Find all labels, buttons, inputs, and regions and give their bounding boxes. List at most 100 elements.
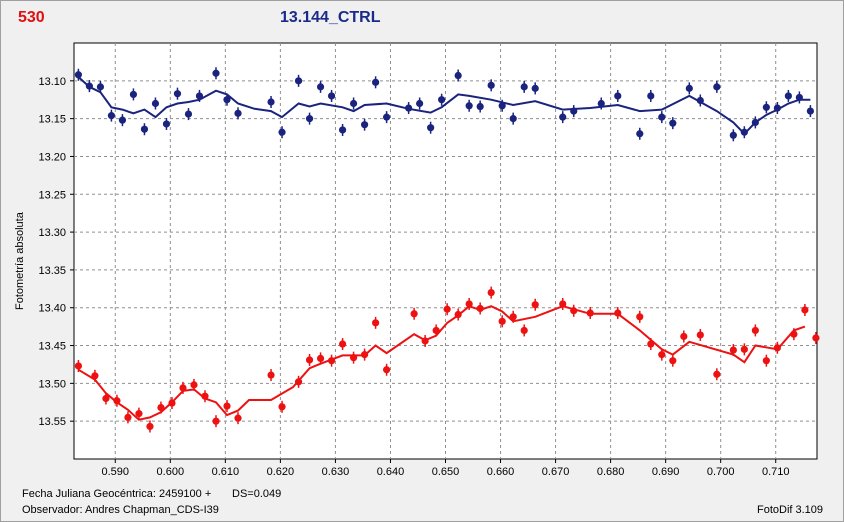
point-marker [586, 309, 594, 317]
point-marker [184, 110, 193, 118]
point-marker [443, 305, 451, 313]
point-marker [432, 326, 440, 335]
date-label: Fecha Juliana Geocéntrica: 2459100 + [22, 488, 212, 500]
point-marker [762, 103, 770, 111]
point-marker [520, 83, 528, 91]
red-data-point [421, 335, 429, 348]
point-marker [383, 113, 391, 121]
x-tick-label: 0.660 [487, 466, 515, 478]
y-tick-label: 13.25 [38, 189, 66, 201]
point-marker [74, 362, 83, 370]
point-marker [305, 356, 314, 364]
point-marker [465, 300, 473, 308]
point-marker [113, 397, 121, 405]
point-marker [685, 84, 693, 92]
point-marker [327, 357, 336, 365]
point-marker [416, 99, 424, 108]
point-marker [190, 381, 198, 389]
point-marker [234, 414, 242, 422]
point-marker [146, 422, 154, 431]
point-marker [327, 92, 336, 100]
plot-area [73, 42, 818, 460]
red-data-point [223, 400, 231, 413]
red-data-point [410, 307, 418, 320]
y-tick-label: 13.50 [38, 378, 66, 390]
point-marker [267, 98, 275, 106]
point-marker [454, 310, 462, 319]
blue-data-point [636, 127, 644, 140]
blue-data-point [305, 112, 314, 125]
red-data-point [124, 411, 132, 424]
point-marker [212, 417, 220, 425]
point-marker [476, 304, 484, 313]
red-data-point [135, 407, 143, 420]
ds-label: DS=0.049 [232, 488, 282, 500]
point-marker [162, 120, 171, 128]
point-marker [520, 326, 528, 335]
red-data-point [647, 338, 655, 351]
red-data-point [157, 401, 165, 414]
blue-data-point [795, 91, 803, 104]
point-marker [140, 125, 149, 133]
blue-data-point [173, 87, 182, 100]
point-marker [278, 403, 286, 411]
red-data-point [212, 415, 220, 428]
x-tick-label: 0.620 [267, 466, 295, 478]
blue-data-point [223, 93, 231, 106]
red-data-point [487, 286, 495, 299]
red-data-point [570, 304, 578, 317]
blue-data-point [338, 123, 347, 136]
red-data-point [327, 354, 336, 367]
point-marker [454, 71, 462, 80]
red-data-point [360, 348, 369, 361]
point-marker [559, 300, 567, 308]
point-marker [509, 313, 517, 321]
point-marker [316, 354, 325, 363]
red-data-point [146, 420, 154, 433]
point-marker [487, 81, 495, 89]
point-marker [278, 128, 286, 136]
red-data-point [305, 353, 314, 366]
red-data-point [658, 348, 666, 361]
red-data-point [509, 310, 517, 323]
x-tick-label: 0.600 [157, 466, 185, 478]
red-data-point [531, 298, 539, 311]
blue-data-point [559, 111, 567, 124]
point-marker [96, 83, 105, 91]
point-marker [812, 334, 820, 342]
point-marker [91, 372, 99, 380]
blue-data-point [349, 97, 358, 110]
blue-data-point [85, 80, 94, 93]
red-data-point [338, 338, 347, 351]
point-marker [129, 90, 138, 99]
point-marker [751, 326, 759, 335]
blue-data-point [454, 69, 462, 82]
blue-data-point [465, 99, 473, 112]
point-marker [531, 84, 539, 92]
red-data-point [179, 381, 187, 394]
point-marker [173, 90, 182, 98]
point-marker [498, 102, 506, 110]
point-marker [740, 345, 748, 353]
blue-data-point [696, 94, 704, 107]
point-marker [531, 301, 539, 309]
red-data-point [294, 375, 303, 388]
point-marker [383, 366, 391, 374]
point-marker [740, 128, 748, 136]
red-data-point [790, 328, 798, 341]
red-data-point [696, 328, 704, 341]
red-data-point [812, 331, 820, 344]
point-marker [570, 307, 578, 315]
y-tick-label: 13.30 [38, 227, 66, 239]
point-marker [729, 346, 737, 354]
axis-ticks: 0.590 0.600 0.610 0.620 0.630 0.640 0.650 0.660… [38, 76, 789, 478]
y-tick-label: 13.20 [38, 151, 66, 163]
point-marker [427, 124, 435, 132]
point-marker [421, 337, 429, 345]
red-data-point [74, 359, 83, 372]
red-data-point [383, 363, 391, 376]
point-marker [509, 115, 517, 123]
point-marker [85, 82, 94, 90]
red-data-point [476, 302, 484, 315]
